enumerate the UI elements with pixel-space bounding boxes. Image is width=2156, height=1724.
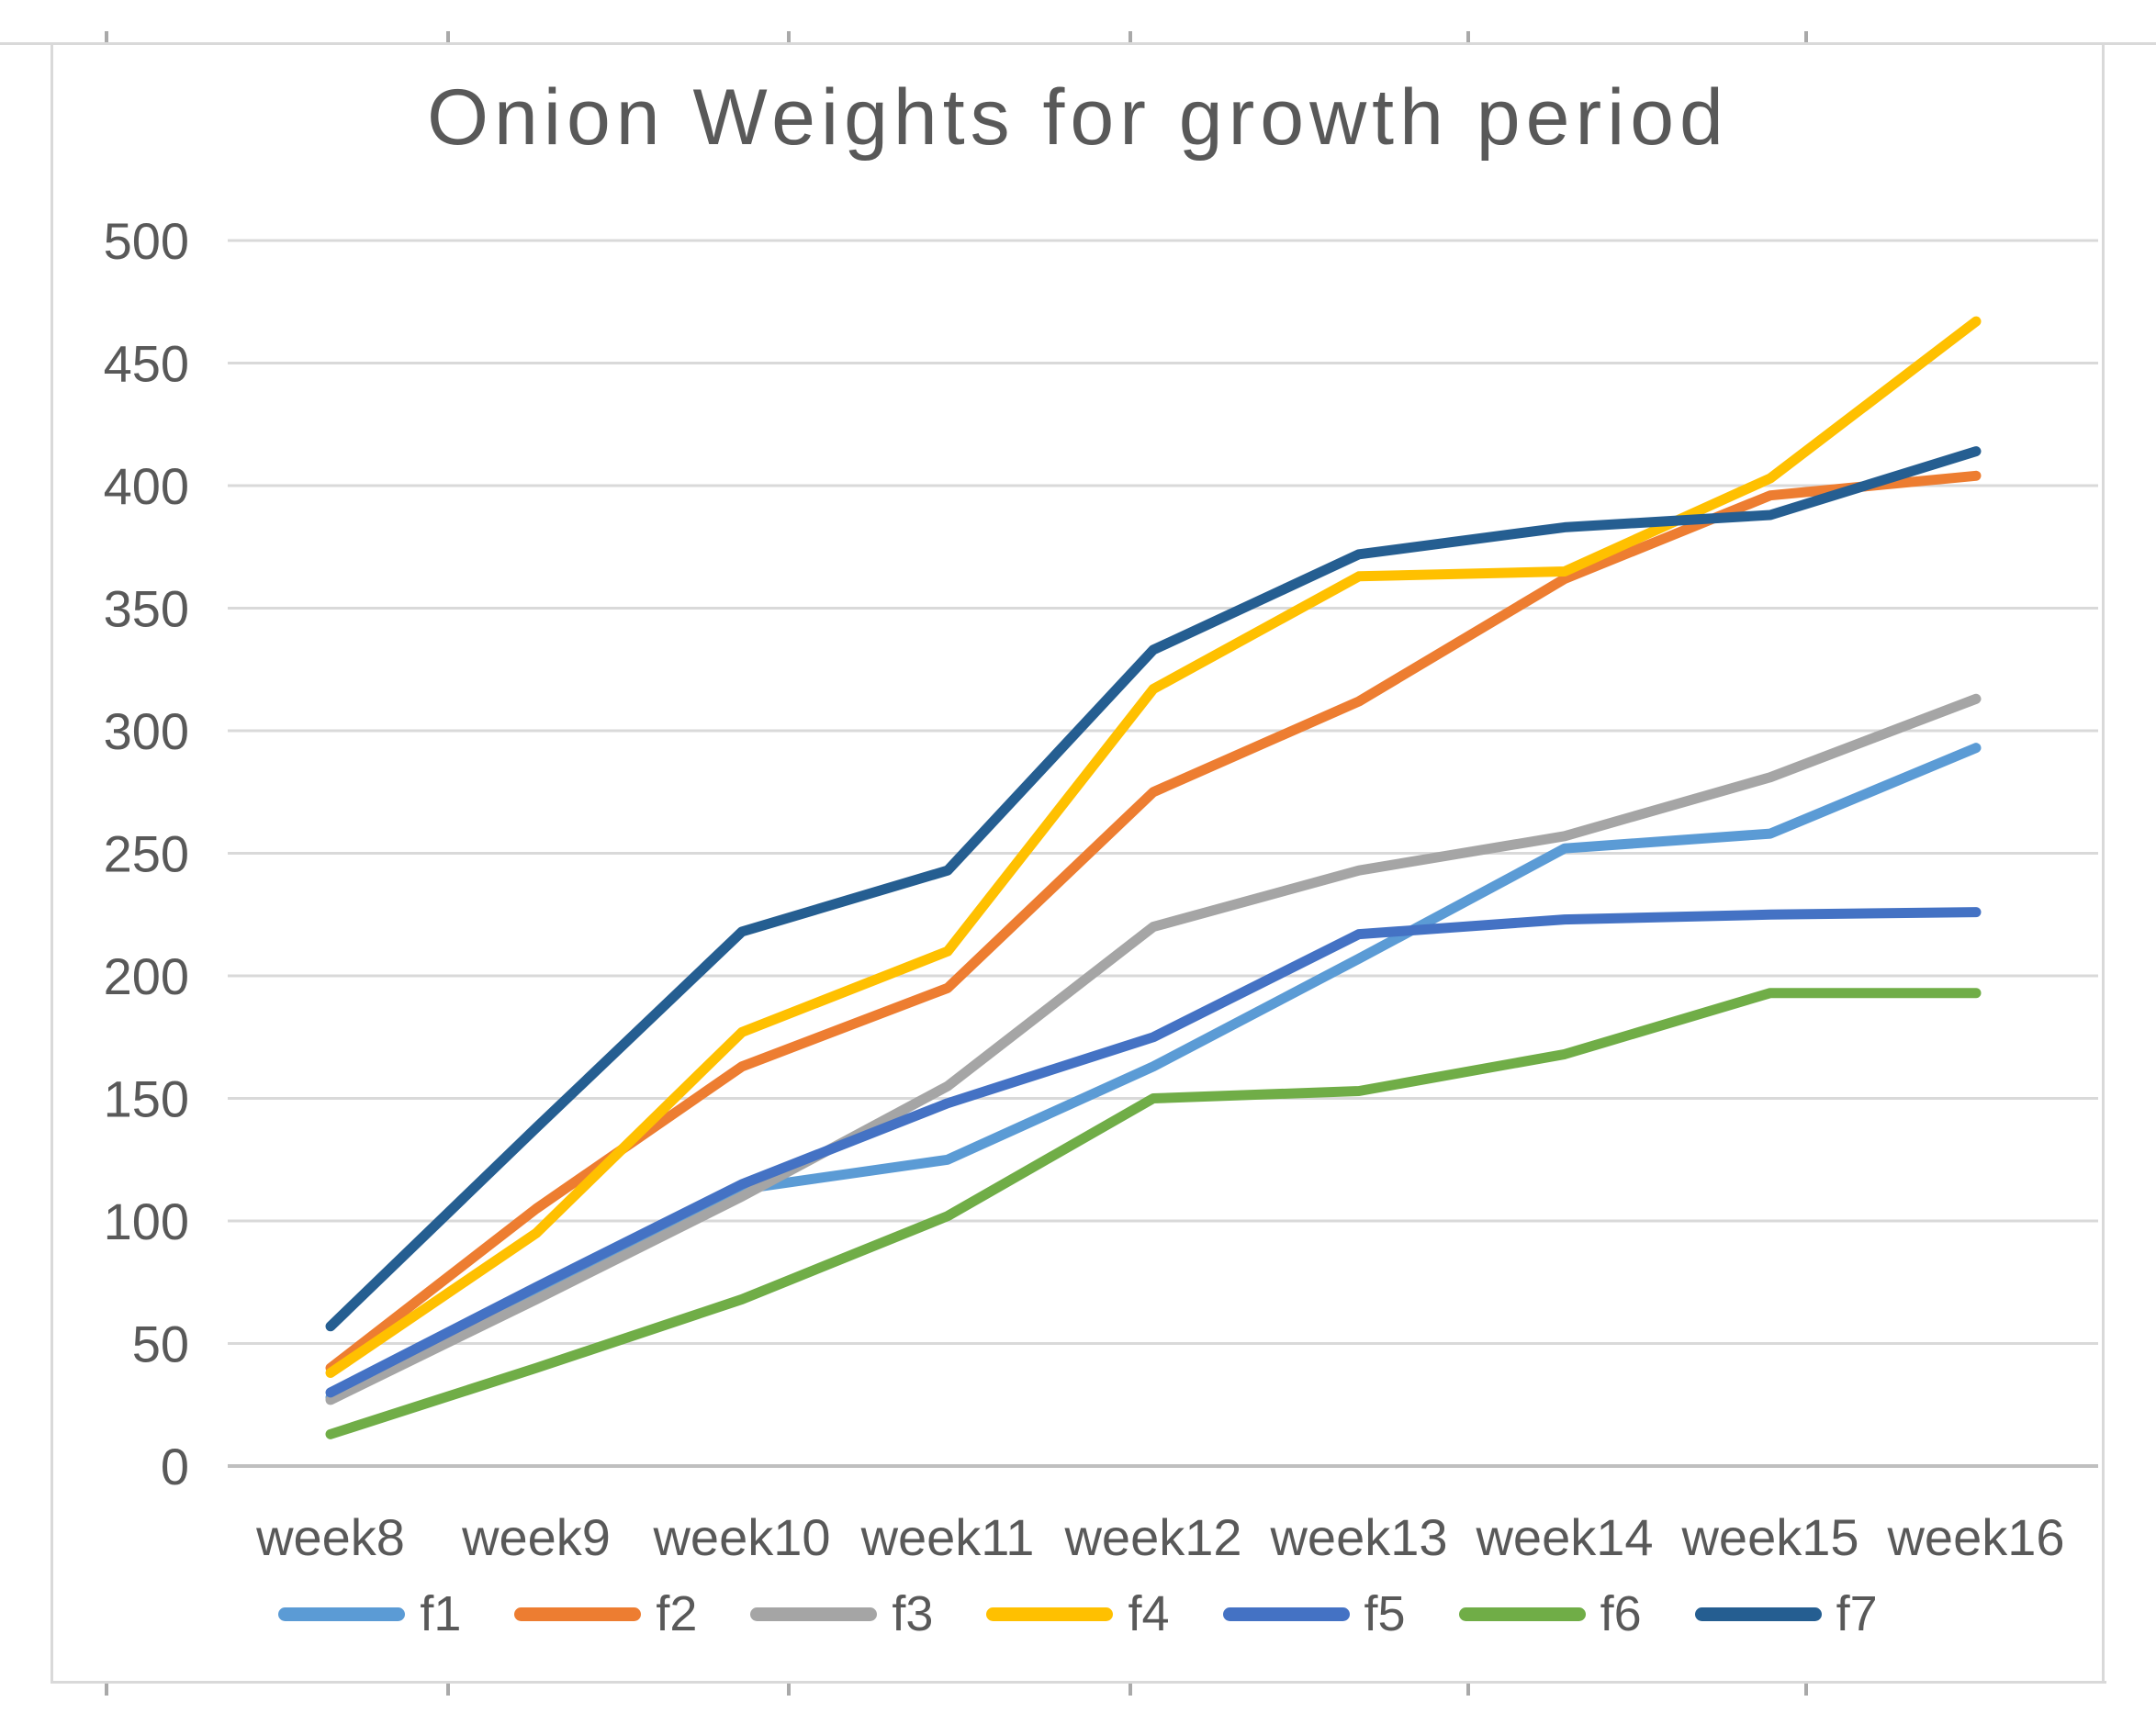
legend-swatch-f5 xyxy=(1222,1606,1350,1621)
sheet-column-tick xyxy=(1804,1684,1808,1696)
legend-item-f6[interactable]: f6 xyxy=(1458,1586,1642,1641)
chart-legend[interactable]: f1 f2 f3 f4 f5 f6 f7 xyxy=(0,1586,2156,1641)
sheet-column-tick xyxy=(105,31,108,43)
sheet-column-tick xyxy=(1804,31,1808,43)
legend-swatch-f1 xyxy=(278,1606,406,1621)
x-axis-label-week15: week15 xyxy=(1680,1508,1858,1566)
legend-item-f2[interactable]: f2 xyxy=(514,1586,697,1641)
x-axis-label-week9: week9 xyxy=(461,1508,611,1566)
legend-item-f3[interactable]: f3 xyxy=(750,1586,933,1641)
sheet-column-tick xyxy=(1466,1684,1470,1696)
x-axis-label-week12: week12 xyxy=(1063,1508,1241,1566)
legend-label-f3: f3 xyxy=(892,1586,934,1641)
sheet-column-tick xyxy=(1129,31,1132,43)
chart-title[interactable]: Onion Weights for growth period xyxy=(427,73,1729,162)
legend-label-f6: f6 xyxy=(1600,1586,1642,1641)
y-axis-label-400: 400 xyxy=(104,457,189,515)
x-axis-label-week8: week8 xyxy=(255,1508,405,1566)
x-axis-label-week10: week10 xyxy=(652,1508,830,1566)
y-axis-label-250: 250 xyxy=(104,825,189,883)
legend-swatch-f3 xyxy=(750,1606,878,1621)
y-axis-label-100: 100 xyxy=(104,1192,189,1250)
legend-label-f7: f7 xyxy=(1836,1586,1878,1641)
sheet-column-tick xyxy=(787,31,791,43)
series-line-f7[interactable] xyxy=(325,446,1982,1332)
legend-label-f4: f4 xyxy=(1128,1586,1170,1641)
legend-label-f5: f5 xyxy=(1364,1586,1406,1641)
legend-item-f1[interactable]: f1 xyxy=(278,1586,461,1641)
legend-swatch-f4 xyxy=(986,1606,1114,1621)
sheet-column-tick xyxy=(1466,31,1470,43)
legend-item-f4[interactable]: f4 xyxy=(986,1586,1170,1641)
sheet-column-tick xyxy=(446,1684,450,1696)
legend-item-f7[interactable]: f7 xyxy=(1694,1586,1878,1641)
sheet-column-tick xyxy=(446,31,450,43)
y-axis-label-500: 500 xyxy=(104,212,189,270)
sheet-column-tick xyxy=(787,1684,791,1696)
legend-item-f5[interactable]: f5 xyxy=(1222,1586,1406,1641)
x-axis-label-week16: week16 xyxy=(1886,1508,2064,1566)
sheet-column-tick xyxy=(105,1684,108,1696)
y-axis-label-0: 0 xyxy=(161,1438,189,1495)
y-axis-label-50: 50 xyxy=(132,1315,189,1373)
series-line-f5[interactable] xyxy=(325,907,1982,1398)
legend-swatch-f7 xyxy=(1694,1606,1822,1621)
series-line-f4[interactable] xyxy=(325,316,1982,1378)
legend-label-f1: f1 xyxy=(420,1586,462,1641)
series-line-f3[interactable] xyxy=(325,693,1982,1405)
legend-label-f2: f2 xyxy=(656,1586,698,1641)
x-axis-label-week11: week11 xyxy=(860,1508,1035,1566)
y-axis-label-200: 200 xyxy=(104,947,189,1005)
y-axis-label-450: 450 xyxy=(104,335,189,393)
x-axis-label-week13: week13 xyxy=(1269,1508,1447,1566)
y-axis-label-350: 350 xyxy=(104,580,189,638)
series-line-f1[interactable] xyxy=(325,743,1982,1403)
series-line-f6[interactable] xyxy=(325,988,1982,1439)
legend-swatch-f2 xyxy=(514,1606,642,1621)
legend-swatch-f6 xyxy=(1458,1606,1586,1621)
y-axis-label-300: 300 xyxy=(104,702,189,760)
y-axis-label-150: 150 xyxy=(104,1070,189,1128)
sheet-column-tick xyxy=(1129,1684,1132,1696)
x-axis-label-week14: week14 xyxy=(1475,1508,1653,1566)
